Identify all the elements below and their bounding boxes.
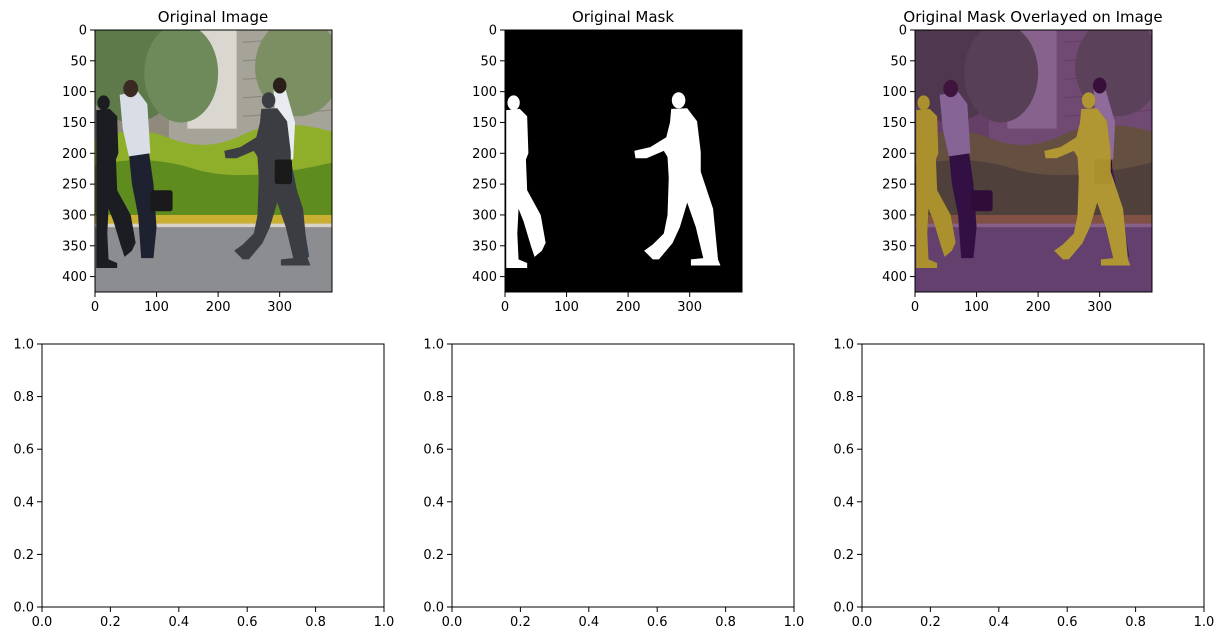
panel-title: Original Image <box>158 8 268 26</box>
x-tick-label: 0.2 <box>920 615 941 630</box>
x-tick-label: 0.6 <box>1057 615 1078 630</box>
y-tick-label: 150 <box>62 116 87 131</box>
y-tick-label: 0.0 <box>833 601 854 616</box>
y-tick-label: 150 <box>882 116 907 131</box>
x-tick-label: 0.0 <box>442 615 463 630</box>
x-tick-label: 200 <box>1026 300 1051 315</box>
y-tick-label: 100 <box>882 85 907 100</box>
y-tick-label: 350 <box>62 239 87 254</box>
y-tick-label: 350 <box>472 239 497 254</box>
y-tick-label: 0.8 <box>423 390 444 405</box>
x-tick-label: 0.4 <box>578 615 599 630</box>
x-tick-label: 0.6 <box>647 615 668 630</box>
y-tick-label: 100 <box>472 85 497 100</box>
panel-mask-overlay: Original Mask Overlayed on Image 0 100 200… <box>882 8 1162 315</box>
x-tick-label: 0.8 <box>1125 615 1146 630</box>
x-tick-label: 300 <box>267 300 292 315</box>
y-tick-label: 0.6 <box>423 443 444 458</box>
axes-frame <box>914 29 1153 293</box>
x-tick-label: 0 <box>91 300 99 315</box>
x-tick-label: 0.0 <box>852 615 873 630</box>
y-tick-label: 250 <box>62 178 87 193</box>
axes-frame <box>504 29 743 293</box>
y-tick-label: 400 <box>882 270 907 285</box>
y-tick-label: 0.0 <box>423 601 444 616</box>
x-tick-label: 0.0 <box>32 615 53 630</box>
x-tick-label: 0 <box>911 300 919 315</box>
y-tick-label: 50 <box>480 54 497 69</box>
x-tick-label: 1.0 <box>784 615 805 630</box>
y-tick-label: 1.0 <box>833 338 854 353</box>
y-tick-label: 100 <box>62 85 87 100</box>
y-tick-label: 0.0 <box>13 601 34 616</box>
x-tick-label: 0.6 <box>237 615 258 630</box>
y-tick-label: 0.2 <box>13 548 34 563</box>
y-tick-label: 200 <box>62 147 87 162</box>
x-tick-label: 200 <box>616 300 641 315</box>
y-tick-label: 0.4 <box>833 495 854 510</box>
y-tick-label: 250 <box>882 178 907 193</box>
x-tick-label: 0 <box>501 300 509 315</box>
y-tick-label: 0.8 <box>833 390 854 405</box>
y-tick-label: 300 <box>472 208 497 223</box>
y-tick-label: 1.0 <box>13 338 34 353</box>
y-tick-label: 350 <box>882 239 907 254</box>
x-tick-label: 0.4 <box>168 615 189 630</box>
y-tick-label: 300 <box>882 208 907 223</box>
x-tick-label: 300 <box>677 300 702 315</box>
y-tick-label: 0.2 <box>423 548 444 563</box>
x-tick-label: 100 <box>554 300 579 315</box>
y-tick-label: 0.6 <box>13 443 34 458</box>
mask-image <box>505 30 743 293</box>
y-tick-label: 200 <box>882 147 907 162</box>
y-tick-label: 0.4 <box>13 495 34 510</box>
panel-original-mask: Original Mask 0 100 200 300 0 50 100 150 200 250 3… <box>472 8 743 315</box>
panel-title: Original Mask Overlayed on Image <box>903 8 1162 26</box>
y-tick-label: 0.2 <box>833 548 854 563</box>
y-tick-label: 50 <box>70 54 87 69</box>
panel-empty-3: 0.0 0.2 0.4 0.6 0.8 1.0 0.0 0.2 0.4 0.6 0.8 1.0 <box>833 338 1214 631</box>
y-tick-label: 0 <box>899 24 907 39</box>
y-tick-label: 50 <box>890 54 907 69</box>
y-tick-label: 0.6 <box>833 443 854 458</box>
x-tick-label: 0.8 <box>715 615 736 630</box>
panel-empty-1: 0.0 0.2 0.4 0.6 0.8 1.0 0.0 0.2 0.4 0.6 0.8 1.0 <box>13 338 394 631</box>
panel-empty-2: 0.0 0.2 0.4 0.6 0.8 1.0 0.0 0.2 0.4 0.6 0.8 1.0 <box>423 338 804 631</box>
x-tick-label: 1.0 <box>1194 615 1215 630</box>
y-tick-label: 0.8 <box>13 390 34 405</box>
x-tick-label: 0.2 <box>100 615 121 630</box>
y-tick-label: 0 <box>489 24 497 39</box>
x-tick-label: 200 <box>206 300 231 315</box>
y-tick-label: 300 <box>62 208 87 223</box>
x-tick-label: 0.2 <box>510 615 531 630</box>
axes-frame <box>451 343 795 608</box>
x-tick-label: 100 <box>144 300 169 315</box>
overlay-image <box>915 30 1162 293</box>
y-tick-label: 0.4 <box>423 495 444 510</box>
axes-frame <box>41 343 385 608</box>
x-tick-label: 0.4 <box>988 615 1009 630</box>
y-tick-label: 200 <box>472 147 497 162</box>
original-image <box>83 12 342 293</box>
x-tick-label: 100 <box>964 300 989 315</box>
x-tick-label: 0.8 <box>305 615 326 630</box>
y-tick-label: 400 <box>62 270 87 285</box>
y-tick-label: 250 <box>472 178 497 193</box>
y-tick-label: 400 <box>472 270 497 285</box>
y-tick-label: 150 <box>472 116 497 131</box>
axes-frame <box>861 343 1205 608</box>
panel-original-image: Original Image 0 100 200 300 0 50 100 150 200 250… <box>62 8 342 315</box>
y-tick-label: 0 <box>79 24 87 39</box>
x-tick-label: 300 <box>1087 300 1112 315</box>
axes-frame <box>94 29 333 293</box>
x-tick-label: 1.0 <box>374 615 395 630</box>
panel-title: Original Mask <box>572 8 674 26</box>
y-tick-label: 1.0 <box>423 338 444 353</box>
